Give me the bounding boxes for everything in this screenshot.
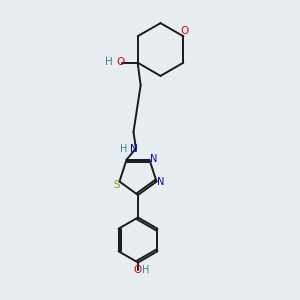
Text: O: O: [181, 26, 189, 36]
Text: H: H: [119, 143, 127, 154]
Text: N: N: [157, 177, 164, 187]
Text: N: N: [130, 143, 137, 154]
Text: O: O: [116, 57, 125, 67]
Text: H: H: [105, 57, 113, 67]
Text: O: O: [134, 265, 142, 275]
Text: S: S: [114, 180, 120, 190]
Text: N: N: [150, 154, 157, 164]
Text: H: H: [142, 265, 149, 275]
